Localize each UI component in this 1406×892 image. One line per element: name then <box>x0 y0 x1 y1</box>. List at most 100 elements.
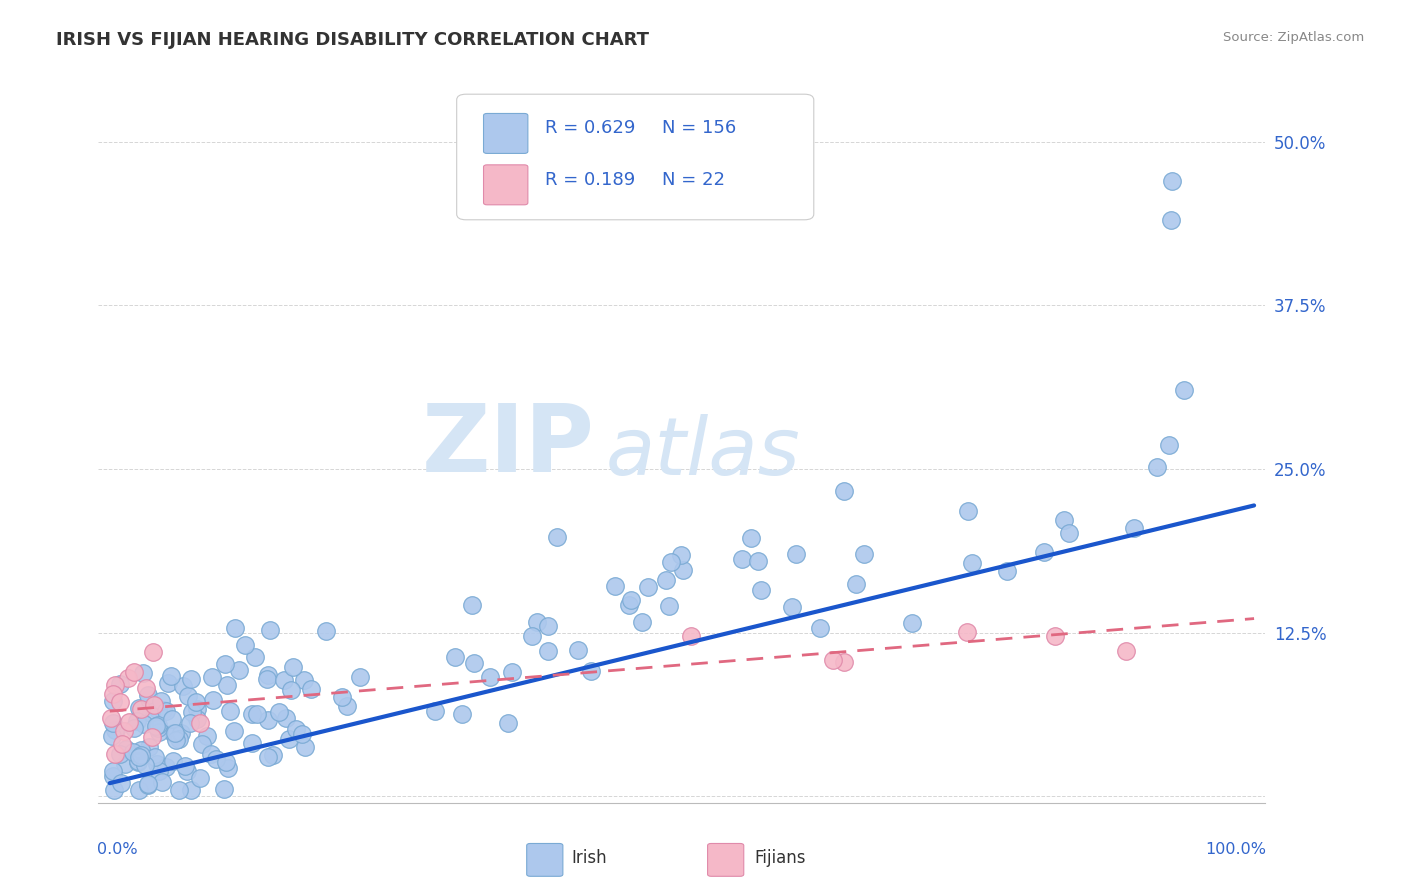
Point <box>1146 460 1168 475</box>
Point <box>659 555 682 569</box>
Point <box>128 782 150 797</box>
Point <box>110 776 132 790</box>
Point <box>1173 384 1195 398</box>
Point <box>134 716 156 731</box>
Point <box>1057 525 1080 540</box>
Point <box>172 679 194 693</box>
Point <box>177 690 200 704</box>
Point <box>747 554 769 568</box>
Point <box>731 552 754 566</box>
Point <box>204 752 226 766</box>
Point <box>1157 438 1180 452</box>
Point <box>157 676 180 690</box>
Point <box>228 664 250 678</box>
Point <box>520 629 543 643</box>
Point <box>278 732 301 747</box>
Point <box>111 737 134 751</box>
Point <box>292 673 315 687</box>
Point <box>114 756 136 771</box>
Point <box>501 665 523 680</box>
Point <box>162 726 184 740</box>
Point <box>146 721 169 735</box>
Point <box>115 742 138 756</box>
Point <box>122 665 145 679</box>
Point <box>995 564 1018 578</box>
Point <box>581 664 603 678</box>
Point <box>451 706 474 721</box>
Point <box>215 755 238 769</box>
Point <box>463 656 485 670</box>
Point <box>148 724 170 739</box>
Text: ZIP: ZIP <box>422 400 595 492</box>
Point <box>956 625 979 640</box>
Point <box>128 749 150 764</box>
Point <box>315 624 337 639</box>
Point <box>167 732 190 747</box>
Point <box>173 759 195 773</box>
Point <box>136 778 159 792</box>
Point <box>128 701 150 715</box>
Point <box>160 712 183 726</box>
Point <box>214 657 236 671</box>
Point <box>1053 512 1076 526</box>
Point <box>1161 174 1184 188</box>
Point <box>131 743 153 757</box>
Point <box>217 761 239 775</box>
Point <box>349 670 371 684</box>
Point <box>956 504 979 518</box>
Point <box>121 745 143 759</box>
Point <box>142 698 165 712</box>
Point <box>134 757 156 772</box>
Text: Irish: Irish <box>571 849 606 867</box>
Point <box>188 771 211 785</box>
Point <box>679 630 702 644</box>
Point <box>145 719 167 733</box>
Point <box>200 747 222 761</box>
Point <box>191 737 214 751</box>
Point <box>262 747 284 762</box>
Point <box>170 726 193 740</box>
Point <box>243 650 266 665</box>
Point <box>1033 545 1056 559</box>
Point <box>148 764 170 778</box>
Point <box>101 729 124 743</box>
Point <box>150 694 173 708</box>
Text: N = 156: N = 156 <box>662 120 737 137</box>
Point <box>291 727 314 741</box>
Point <box>146 703 169 717</box>
Point <box>217 677 239 691</box>
Point <box>112 724 135 739</box>
Point <box>132 665 155 680</box>
Point <box>284 723 307 737</box>
Point <box>240 706 263 721</box>
Point <box>129 748 152 763</box>
Point <box>188 715 211 730</box>
Point <box>127 756 149 770</box>
Point <box>155 704 177 718</box>
Point <box>181 705 204 719</box>
Point <box>526 615 548 629</box>
Point <box>619 598 641 612</box>
Point <box>146 718 169 732</box>
Point <box>101 687 124 701</box>
FancyBboxPatch shape <box>484 165 527 205</box>
Point <box>658 599 681 613</box>
Point <box>233 638 256 652</box>
Point <box>212 781 235 796</box>
Point <box>103 782 125 797</box>
Text: N = 22: N = 22 <box>662 170 725 188</box>
Point <box>240 736 263 750</box>
Point <box>101 694 124 708</box>
Point <box>654 573 676 587</box>
Point <box>104 678 127 692</box>
Point <box>218 704 240 718</box>
Point <box>821 653 844 667</box>
Text: 0.0%: 0.0% <box>97 842 138 857</box>
Point <box>479 670 502 684</box>
Text: atlas: atlas <box>606 414 801 492</box>
Point <box>105 723 128 737</box>
Point <box>184 695 207 709</box>
Text: 100.0%: 100.0% <box>1205 842 1267 857</box>
Point <box>155 760 177 774</box>
Point <box>749 583 772 598</box>
